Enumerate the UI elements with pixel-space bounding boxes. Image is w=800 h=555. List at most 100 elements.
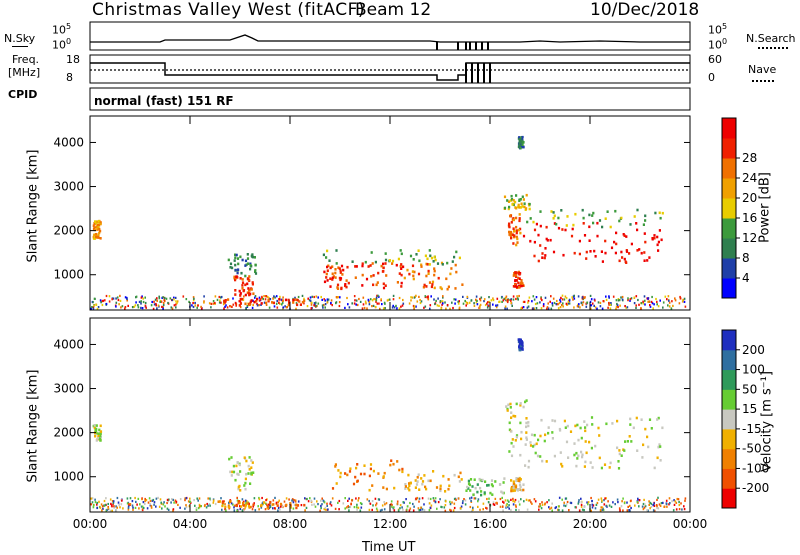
echo-cell [429,254,432,258]
noise-pixel [310,499,312,502]
noise-pixel [117,298,120,302]
noise-pixel [441,506,443,509]
nsky-label: N.Sky [4,32,36,45]
noise-pixel [288,498,290,501]
noise-pixel [272,297,275,300]
noise-pixel [127,505,130,508]
noise-pixel [127,304,129,307]
echo-cell [234,293,237,296]
echo-cell [240,271,243,275]
noise-pixel [244,499,247,502]
noise-pixel [210,306,212,309]
noise-pixel [363,306,366,310]
echo-cell [247,262,250,265]
echo-cell [339,271,342,274]
echo-cell [617,467,621,470]
echo-cell [409,254,413,258]
echo-cell [239,255,242,259]
noise-pixel [428,509,431,512]
noise-pixel [135,500,137,503]
echo-cell [326,265,329,269]
echo-cell [539,224,542,228]
echo-cell [359,472,363,476]
noise-pixel [650,300,653,303]
noise-pixel [90,497,93,500]
echo-cell [511,203,514,206]
noise-pixel [112,500,115,503]
noise-pixel [421,508,424,511]
echo-cell [660,238,663,242]
noise-pixel [677,498,680,501]
echo-cell [246,257,250,260]
echo-cell [285,503,288,507]
noise-pixel [601,307,604,310]
noise-pixel [337,501,339,504]
noise-pixel [167,508,170,511]
echo-cell [590,446,593,450]
echo-cell [518,199,521,202]
echo-cell [241,281,245,284]
noise-pixel [443,506,446,509]
echo-cell [561,228,564,231]
echo-cell [545,460,548,463]
echo-cell [518,136,521,139]
noise-pixel [406,508,408,511]
echo-cell [446,287,449,291]
echo-cell [247,287,250,290]
echo-cell [246,277,249,281]
echo-cell [251,255,254,258]
echo-cell [385,274,388,277]
echo-cell [594,255,597,258]
echo-cell [260,302,263,305]
echo-cell [549,238,552,242]
echo-cell [521,195,524,199]
echo-cell [626,440,629,443]
noise-pixel [581,508,584,511]
noise-pixel [531,502,533,505]
noise-pixel [156,297,158,300]
noise-pixel [275,295,278,298]
echo-cell [553,214,556,218]
noise-pixel [192,301,194,305]
freq-trace [90,62,690,81]
noise-pixel [102,507,104,510]
echo-cell [244,302,247,306]
noise-pixel [683,297,686,300]
echo-cell [566,215,569,218]
noise-pixel [140,505,143,508]
echo-cell [334,268,337,271]
noise-pixel [512,298,515,301]
noise-pixel [657,507,660,510]
echo-cell [237,262,240,266]
noise-pixel [535,307,538,310]
echo-cell [229,470,232,474]
noise-pixel [453,506,456,510]
echo-cell [505,405,508,408]
noise-pixel [615,299,618,302]
echo-cell [336,287,340,290]
echo-cell [323,270,326,274]
echo-cell [591,214,594,217]
noise-pixel [544,296,547,299]
noise-pixel [555,303,558,306]
noise-pixel [566,500,569,504]
echo-cell [393,486,396,490]
echo-cell [518,347,521,350]
echo-cell [506,199,509,202]
noise-pixel [116,506,118,509]
echo-cell [517,205,520,209]
noise-pixel [94,501,97,504]
noise-pixel [429,506,432,509]
noise-pixel [635,295,638,298]
noise-pixel [241,498,244,501]
noise-pixel [590,307,592,310]
echo-cell [241,287,244,290]
echo-cell [355,466,358,470]
echo-cell [271,301,274,304]
echo-cell [331,276,334,280]
noise-pixel [455,498,457,501]
noise-pixel [385,502,388,505]
noise-pixel [272,499,275,502]
echo-cell [561,465,564,468]
noise-pixel [355,299,358,302]
